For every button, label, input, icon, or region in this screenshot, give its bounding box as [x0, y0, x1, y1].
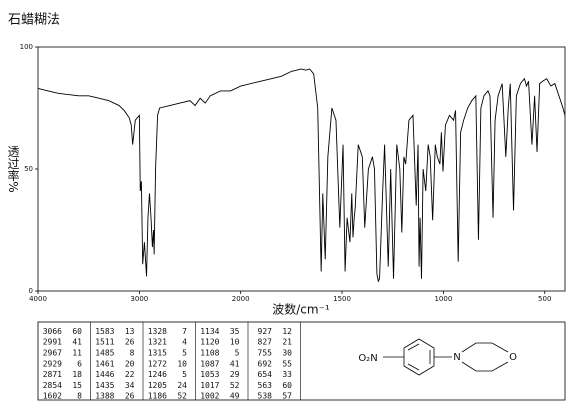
transmittance-cell: 41	[72, 338, 82, 347]
wavenumber-cell: 827	[258, 338, 273, 347]
bond	[407, 363, 420, 371]
wavenumber-cell: 1017	[200, 381, 219, 390]
wavenumber-cell: 1108	[200, 349, 219, 358]
transmittance-cell: 21	[282, 338, 292, 347]
wavenumber-cell: 1134	[200, 327, 219, 336]
transmittance-cell: 5	[235, 349, 240, 358]
wavenumber-cell: 1246	[148, 370, 167, 379]
peak-table: 3066 60 2991 41 2967 11 2929 6 2871 18 2854 15 1602 8…	[37, 321, 566, 401]
wavenumber-cell: 2967	[43, 349, 62, 358]
transmittance-cell: 55	[282, 359, 292, 368]
transmittance-cell: 60	[72, 327, 82, 336]
transmittance-cell: 6	[77, 359, 82, 368]
transmittance-cell: 41	[230, 359, 240, 368]
transmittance-cell: 34	[125, 381, 135, 390]
wavenumber-cell: 1328	[148, 327, 167, 336]
wavenumber-cell: 1205	[148, 381, 167, 390]
wavenumber-cell: 1186	[148, 392, 167, 401]
y-tick-label: 50	[24, 165, 33, 173]
transmittance-cell: 8	[130, 349, 135, 358]
bond	[407, 343, 420, 351]
bond	[461, 342, 509, 353]
wavenumber-cell: 1583	[95, 327, 114, 336]
transmittance-cell: 52	[230, 381, 240, 390]
wavenumber-cell: 538	[258, 392, 273, 401]
structure-label: O	[509, 352, 517, 363]
wavenumber-cell: 927	[258, 327, 273, 336]
transmittance-cell: 60	[282, 381, 292, 390]
wavenumber-cell: 1461	[95, 359, 114, 368]
y-axis-label: 透过率%	[6, 145, 20, 193]
y-tick-label: 0	[29, 287, 33, 295]
wavenumber-cell: 692	[258, 359, 273, 368]
transmittance-cell: 10	[177, 359, 187, 368]
wavenumber-cell: 1446	[95, 370, 114, 379]
x-tick-label: 500	[538, 295, 551, 303]
spectrum-line	[37, 68, 566, 283]
transmittance-cell: 18	[72, 370, 82, 379]
wavenumber-cell: 1511	[95, 338, 114, 347]
transmittance-cell: 24	[177, 381, 187, 390]
transmittance-cell: 22	[125, 370, 135, 379]
transmittance-cell: 29	[230, 370, 240, 379]
x-tick-label: 3000	[130, 295, 148, 303]
chart-title: 石蜡糊法	[8, 12, 60, 28]
transmittance-cell: 26	[125, 392, 135, 401]
wavenumber-cell: 1002	[200, 392, 219, 401]
benzene-ring	[403, 338, 435, 376]
bond	[461, 361, 509, 372]
wavenumber-cell: 3066	[43, 327, 62, 336]
wavenumber-cell: 755	[258, 349, 273, 358]
x-tick-label: 4000	[29, 295, 47, 303]
plot-frame	[37, 46, 566, 292]
transmittance-cell: 13	[125, 327, 135, 336]
transmittance-cell: 20	[125, 359, 135, 368]
transmittance-cell: 12	[282, 327, 292, 336]
wavenumber-cell: 1120	[200, 338, 219, 347]
transmittance-cell: 7	[182, 327, 187, 336]
structure-label: N	[453, 352, 460, 363]
wavenumber-cell: 2929	[43, 359, 62, 368]
table-frame	[37, 321, 566, 401]
structure-drawing	[383, 338, 509, 376]
x-tick-label: 1500	[333, 295, 351, 303]
wavenumber-cell: 1602	[43, 392, 62, 401]
wavenumber-cell: 2991	[43, 338, 62, 347]
wavenumber-cell: 654	[258, 370, 273, 379]
transmittance-cell: 33	[282, 370, 292, 379]
wavenumber-cell: 1087	[200, 359, 219, 368]
wavenumber-cell: 1388	[95, 392, 114, 401]
x-tick-label: 1000	[434, 295, 452, 303]
x-axis-label: 波数/cm⁻¹	[272, 302, 330, 317]
transmittance-cell: 4	[182, 338, 187, 347]
transmittance-cell: 5	[182, 349, 187, 358]
wavenumber-cell: 2854	[43, 381, 62, 390]
transmittance-cell: 15	[72, 381, 82, 390]
wavenumber-cell: 1435	[95, 381, 114, 390]
transmittance-cell: 52	[177, 392, 187, 401]
transmittance-cell: 5	[182, 370, 187, 379]
transmittance-cell: 30	[282, 349, 292, 358]
wavenumber-cell: 1053	[200, 370, 219, 379]
transmittance-cell: 49	[230, 392, 240, 401]
wavenumber-cell: 2871	[43, 370, 62, 379]
structure-label: O₂N	[358, 353, 377, 364]
transmittance-cell: 35	[230, 327, 240, 336]
wavenumber-cell: 1485	[95, 349, 114, 358]
wavenumber-cell: 563	[258, 381, 273, 390]
transmittance-cell: 57	[282, 392, 292, 401]
wavenumber-cell: 1272	[148, 359, 167, 368]
transmittance-cell: 26	[125, 338, 135, 347]
transmittance-cell: 8	[77, 392, 82, 401]
wavenumber-cell: 1315	[148, 349, 167, 358]
transmittance-cell: 11	[72, 349, 82, 358]
transmittance-cell: 10	[230, 338, 240, 347]
x-tick-label: 2000	[232, 295, 250, 303]
y-tick-label: 100	[20, 43, 33, 51]
wavenumber-cell: 1321	[148, 338, 167, 347]
